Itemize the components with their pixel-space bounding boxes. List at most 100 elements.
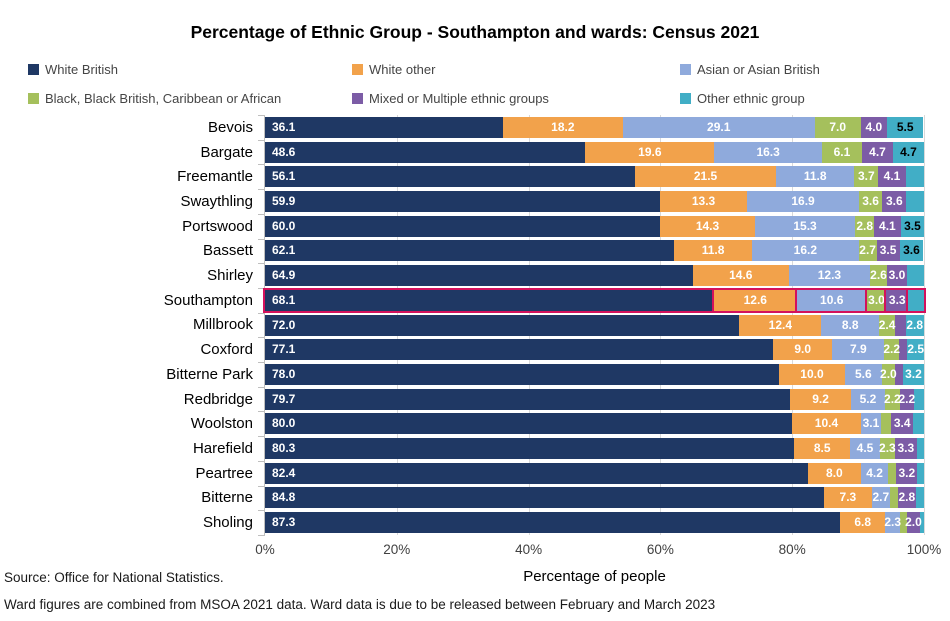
bar-segment-mixed: 3.0 [887, 265, 907, 287]
ward-label: Southampton [163, 291, 253, 309]
bar-segment-white: 59.9 [265, 190, 660, 212]
bar-row: 78.0 10.0 5.6 2.0 3.2 [265, 363, 924, 385]
ward-label: Swaythling [180, 192, 253, 210]
segment-value-label: 3.6 [862, 193, 879, 208]
legend-swatch-icon [680, 92, 691, 104]
segment-value-label: 5.6 [855, 366, 872, 381]
category-tick [258, 535, 265, 536]
legend-item: Black, Black British, Caribbean or Afric… [28, 91, 281, 106]
bar-row: 60.0 14.3 15.3 2.8 4.1 3.5 [265, 215, 924, 237]
bar-segment-asian: 2.7 [871, 487, 890, 509]
bar-segment-mixed: 3.5 [876, 240, 900, 262]
legend-swatch-icon [352, 63, 363, 75]
bar-segment-white: 14.3 [660, 215, 755, 237]
bar-segment-white: 72.0 [265, 314, 740, 336]
ward-label: Bassett [202, 242, 253, 260]
segment-value-label: 7.9 [850, 342, 867, 357]
bar-segment-white: 12.6 [713, 289, 797, 311]
bar-segment-mixed: 3.2 [896, 462, 918, 484]
bar-segment-white: 64.9 [265, 265, 693, 287]
bar-segment-white: 6.8 [840, 512, 886, 534]
bar-segment-other [905, 166, 924, 188]
bar-segment-other [914, 388, 924, 410]
segment-value-label: 68.1 [272, 292, 296, 307]
bar-segment-black [889, 487, 898, 509]
bar-row: 72.0 12.4 8.8 2.4 2.8 [265, 314, 924, 336]
segment-value-label: 9.0 [794, 342, 812, 357]
bar-segment-mixed: 2.0 [905, 512, 922, 534]
chart-title: Percentage of Ethnic Group - Southampton… [190, 22, 760, 42]
legend-item: Other ethnic group [680, 90, 805, 106]
bar-segment-white: 79.7 [265, 388, 791, 410]
bar-segment-asian: 4.5 [850, 438, 880, 460]
segment-value-label: 4.7 [900, 144, 917, 159]
segment-value-label: 80.3 [272, 441, 296, 456]
bar-segment-black: 2.4 [878, 314, 896, 336]
bar-segment-white: 9.0 [773, 339, 833, 361]
segment-value-label: 10.6 [820, 292, 844, 307]
segment-value-label: 8.5 [813, 441, 831, 456]
legend-label: Mixed or Multiple ethnic groups [369, 90, 549, 106]
bar-row: 79.7 9.2 5.2 2.2 2.2 [265, 388, 924, 410]
bar-segment-black: 2.6 [869, 265, 888, 287]
bar-segment-other [906, 265, 924, 287]
category-tick [258, 239, 265, 240]
segment-value-label: 7.0 [829, 119, 846, 134]
segment-value-label: 11.8 [803, 169, 827, 184]
bar-row: 36.1 18.2 29.1 7.0 4.0 5.5 [265, 116, 924, 138]
bar-segment-black: 2.2 [884, 388, 901, 410]
bar-row: 80.3 8.5 4.5 2.3 3.3 [265, 438, 924, 460]
bar-segment-black: 7.0 [814, 116, 861, 138]
bar-segment-other [917, 462, 924, 484]
segment-value-label: 4.1 [879, 218, 896, 233]
segment-value-label: 3.0 [888, 268, 906, 283]
segment-value-label: 2.8 [898, 490, 916, 505]
ward-label: Peartree [195, 464, 253, 482]
segment-value-label: 2.4 [878, 317, 896, 332]
segment-value-label: 10.4 [814, 416, 839, 431]
bar-segment-white: 19.6 [585, 141, 715, 163]
segment-value-label: 2.7 [859, 243, 876, 258]
segment-value-label: 13.3 [691, 193, 716, 208]
bar-segment-white: 14.6 [692, 265, 789, 287]
segment-value-label: 3.2 [898, 465, 916, 480]
bar-segment-other: 4.7 [892, 141, 924, 163]
category-tick [258, 140, 265, 141]
bar-segment-other [916, 438, 924, 460]
category-tick [258, 486, 265, 487]
bar-segment-white: 60.0 [265, 215, 661, 237]
x-tick-label: 40% [515, 542, 543, 557]
bar-segment-mixed: 4.1 [873, 215, 901, 237]
bar-segment-mixed [894, 314, 906, 336]
bar-segment-black: 2.7 [858, 240, 877, 262]
bar-segment-black: 2.2 [883, 339, 900, 361]
bar-segment-black: 3.7 [854, 166, 879, 188]
bar-segment-white: 82.4 [265, 462, 809, 484]
segment-value-label: 82.4 [272, 465, 296, 480]
x-tick-label: 80% [778, 542, 806, 557]
bar-segment-other: 3.2 [902, 363, 924, 385]
bar-segment-white: 10.4 [792, 413, 861, 435]
segment-value-label: 15.3 [793, 218, 817, 233]
legend-item: White British [28, 61, 118, 77]
bar-row: 80.0 10.4 3.1 3.4 [265, 413, 924, 435]
segment-value-label: 11.8 [701, 243, 725, 258]
bar-row: 59.9 13.3 16.9 3.6 3.6 [265, 190, 924, 212]
bar-segment-other: 3.6 [899, 240, 924, 262]
bar-segment-white: 77.1 [265, 339, 774, 361]
segment-value-label: 16.3 [756, 144, 780, 159]
segment-value-label: 3.5 [904, 218, 921, 233]
legend-label: White British [45, 61, 118, 77]
legend-label: Other ethnic group [697, 90, 805, 106]
bar-row: 84.8 7.3 2.7 2.8 [265, 487, 924, 509]
segment-value-label: 2.8 [856, 218, 873, 233]
segment-value-label: 2.5 [907, 342, 925, 357]
bar-segment-asian: 16.3 [714, 141, 822, 163]
x-tick-label: 20% [383, 542, 411, 557]
bar-segment-asian: 2.3 [884, 512, 901, 534]
segment-value-label: 80.0 [272, 416, 296, 431]
segment-value-label: 21.5 [693, 169, 718, 184]
segment-value-label: 77.1 [272, 342, 296, 357]
x-axis-title: Percentage of people [523, 568, 666, 585]
segment-value-label: 3.4 [893, 416, 911, 431]
